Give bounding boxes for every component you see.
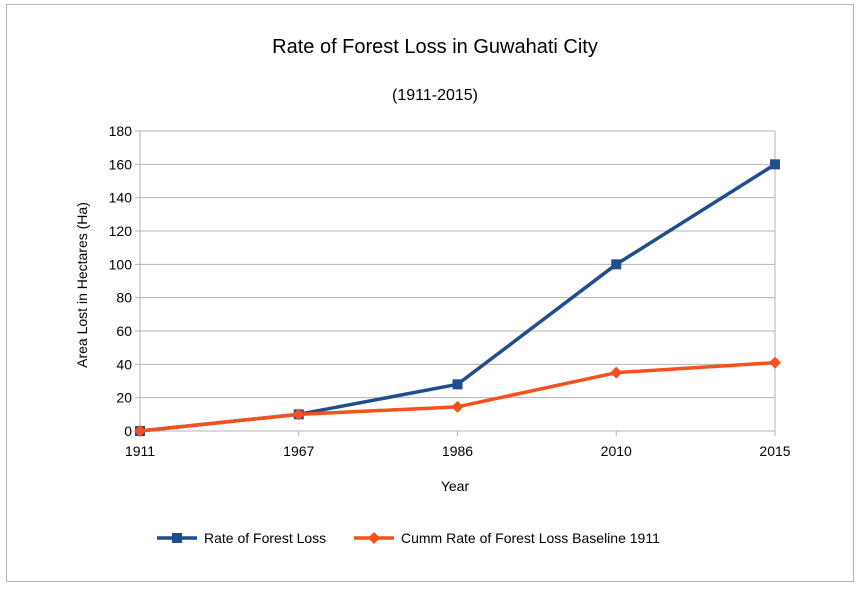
y-tick-labels: 0 20 40 60 80 100 120 140 160 180: [109, 123, 133, 439]
x-tick-label: 1911: [125, 443, 155, 459]
y-tick-label: 140: [109, 190, 133, 206]
x-tick-labels: 1911 1967 1986 2010 2015: [125, 443, 791, 459]
data-point-1967: [292, 408, 305, 421]
chart-frame: Rate of Forest Loss in Guwahati City (19…: [6, 4, 854, 582]
legend-marker-1: [172, 533, 182, 543]
y-tick-label: 40: [116, 356, 132, 372]
data-point-2010: [611, 259, 622, 270]
gridlines: [140, 130, 775, 432]
data-point-1986: [452, 379, 463, 390]
y-tick-label: 0: [124, 423, 132, 439]
legend-marker-2: [368, 532, 380, 544]
chart-title: Rate of Forest Loss in Guwahati City: [272, 36, 598, 58]
data-point-2015: [770, 159, 780, 170]
y-tick-label: 100: [109, 256, 133, 272]
data-point-2010: [610, 366, 623, 379]
chart-subtitle: (1911-2015): [392, 87, 478, 104]
series-line-2: [139, 360, 776, 433]
data-point-1986: [451, 400, 464, 413]
x-tick-label: 2010: [601, 443, 632, 459]
y-tick-label: 80: [116, 290, 132, 306]
y-tick-label: 60: [116, 323, 132, 339]
line-chart: Rate of Forest Loss in Guwahati City (19…: [74, 36, 791, 546]
y-tick-label: 180: [109, 123, 133, 139]
x-tick-label: 1986: [442, 443, 473, 459]
data-point-1911: [134, 425, 146, 437]
y-tick-label: 160: [109, 156, 133, 172]
y-axis-label: Area Lost in Hectares (Ha): [74, 202, 90, 368]
y-tick-label: 120: [109, 223, 133, 239]
x-tick-label: 1967: [283, 443, 314, 459]
series: [134, 159, 781, 437]
axes: [135, 130, 776, 436]
legend-label-1: Rate of Forest Loss: [204, 530, 326, 546]
legend-label-2: Cumm Rate of Forest Loss Baseline 1911: [401, 530, 660, 546]
y-tick-label: 20: [116, 390, 132, 406]
x-axis-label: Year: [441, 478, 470, 494]
legend: Rate of Forest Loss Cumm Rate of Forest L…: [157, 530, 660, 546]
data-point-2015: [769, 356, 781, 369]
x-tick-label: 2015: [759, 443, 790, 459]
